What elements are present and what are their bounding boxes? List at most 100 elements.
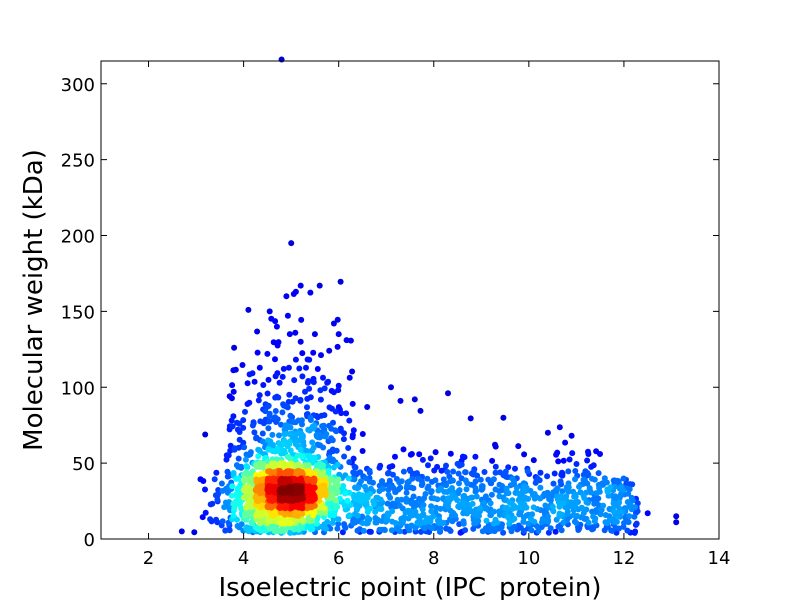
data-point [329, 437, 336, 444]
data-point [207, 516, 214, 523]
data-point [443, 482, 450, 489]
data-point [396, 479, 403, 486]
data-point [405, 478, 412, 485]
data-point [317, 491, 324, 498]
x-tick-label: 8 [428, 548, 439, 569]
data-point [419, 496, 426, 503]
data-point [322, 510, 329, 517]
data-point [292, 356, 299, 363]
data-point [211, 476, 218, 483]
data-point [508, 500, 515, 507]
data-point [542, 502, 549, 509]
data-point [245, 306, 252, 313]
data-point [564, 486, 571, 493]
data-point [524, 468, 531, 475]
data-point [362, 475, 369, 482]
data-point [550, 480, 557, 487]
data-point [402, 509, 409, 516]
data-point [349, 432, 356, 438]
data-point [496, 488, 503, 495]
data-point [281, 471, 288, 478]
data-point [243, 504, 249, 511]
data-point [573, 520, 580, 526]
data-point [223, 452, 230, 459]
data-point [593, 448, 600, 455]
data-point [502, 471, 509, 478]
data-point [530, 504, 537, 511]
data-point [282, 486, 289, 493]
data-point [306, 356, 313, 363]
data-point [580, 476, 587, 483]
data-point [240, 417, 247, 424]
data-point [251, 429, 258, 436]
data-point [265, 376, 272, 383]
data-point [420, 519, 427, 526]
data-point [324, 379, 331, 386]
data-point [440, 519, 447, 526]
data-point [299, 350, 306, 357]
data-point [503, 490, 510, 497]
data-point [365, 506, 372, 513]
data-point [253, 461, 260, 468]
data-point [562, 439, 569, 446]
x-tick-label: 2 [143, 548, 154, 569]
data-point [469, 500, 476, 507]
data-point [351, 463, 358, 470]
x-tick-label: 12 [612, 548, 635, 569]
x-tick-label: 14 [708, 548, 731, 569]
data-point [588, 489, 595, 496]
data-point [251, 378, 258, 385]
data-point [288, 240, 295, 247]
data-point [530, 457, 537, 464]
data-point [593, 490, 600, 497]
data-point [560, 519, 567, 526]
data-point [476, 512, 482, 519]
data-point [337, 278, 344, 285]
data-point [591, 476, 598, 483]
data-point [585, 471, 592, 478]
data-point [332, 497, 339, 504]
data-point [266, 418, 273, 425]
data-point [272, 408, 279, 414]
data-point [564, 502, 571, 509]
data-point [517, 511, 524, 517]
data-point [359, 431, 366, 437]
data-point [461, 454, 468, 461]
data-point [229, 423, 236, 430]
data-points [178, 56, 680, 536]
data-point [288, 505, 295, 511]
data-point [239, 362, 246, 368]
data-point [462, 469, 469, 476]
data-point [323, 431, 330, 437]
data-point [422, 491, 429, 497]
data-point [278, 56, 285, 63]
data-point [310, 379, 317, 386]
data-point [307, 289, 314, 296]
data-point [213, 469, 220, 476]
data-point [544, 429, 551, 436]
data-point [268, 483, 275, 490]
data-point [475, 518, 482, 524]
data-point [306, 385, 313, 392]
data-point [350, 427, 357, 434]
x-tick-label: 10 [517, 548, 540, 569]
data-point [256, 364, 263, 371]
data-point [424, 485, 431, 492]
data-point [585, 499, 591, 506]
data-point [264, 503, 271, 510]
data-point [231, 446, 238, 453]
y-tick-label: 250 [61, 151, 95, 172]
data-point [407, 468, 414, 474]
data-point [241, 444, 248, 451]
data-point [626, 513, 633, 520]
data-point [228, 417, 235, 424]
data-point [285, 398, 292, 405]
data-point [297, 397, 304, 404]
data-point [295, 430, 302, 436]
data-point [599, 480, 606, 487]
data-point [431, 467, 438, 474]
data-point [276, 471, 283, 477]
data-point [383, 517, 390, 524]
data-point [292, 288, 299, 295]
data-point [279, 441, 286, 448]
